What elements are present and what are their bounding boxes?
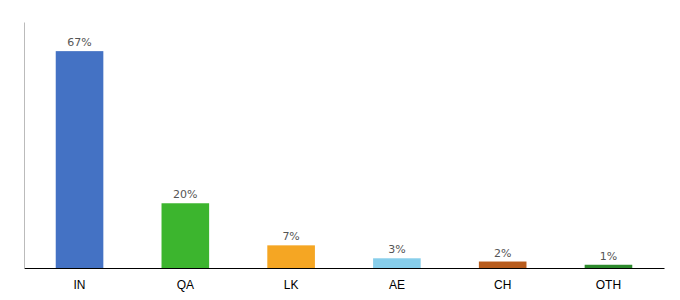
x-tick-label: IN xyxy=(74,278,86,292)
x-tick-label: OTH xyxy=(596,278,621,292)
y-axis xyxy=(24,23,25,269)
data-label: 3% xyxy=(388,243,405,256)
x-tick: IN xyxy=(74,278,86,292)
data-label: 2% xyxy=(494,247,511,260)
x-tick-label: CH xyxy=(494,278,511,292)
bar xyxy=(162,203,210,268)
bar xyxy=(585,265,633,268)
data-label: 20% xyxy=(173,188,197,201)
data-labels: 67% 20% 7% 3% 2% 1% xyxy=(67,36,617,263)
data-label: 67% xyxy=(67,36,91,49)
bars xyxy=(56,51,633,268)
data-label: 7% xyxy=(282,230,299,243)
x-tick-label: LK xyxy=(284,278,299,292)
data-label: 1% xyxy=(600,250,617,263)
x-tick: QA xyxy=(177,278,194,292)
x-tick-label: QA xyxy=(177,278,194,292)
x-tick: CH xyxy=(494,278,511,292)
bar xyxy=(373,258,421,268)
x-tick-label: AE xyxy=(389,278,405,292)
x-axis: IN QA LK AE CH OTH xyxy=(25,269,665,293)
bar xyxy=(56,51,104,268)
x-axis-line xyxy=(25,268,665,269)
x-tick: LK xyxy=(284,278,299,292)
chart: IN QA LK AE CH OTH 67% 20% 7% 3% 2% 1% xyxy=(0,0,680,300)
y-axis-line xyxy=(24,23,25,269)
x-tick: OTH xyxy=(596,278,621,292)
bar xyxy=(479,262,527,268)
bar xyxy=(267,245,315,268)
plot: IN QA LK AE CH OTH 67% 20% 7% 3% 2% 1% xyxy=(25,23,665,293)
x-tick: AE xyxy=(389,278,405,292)
